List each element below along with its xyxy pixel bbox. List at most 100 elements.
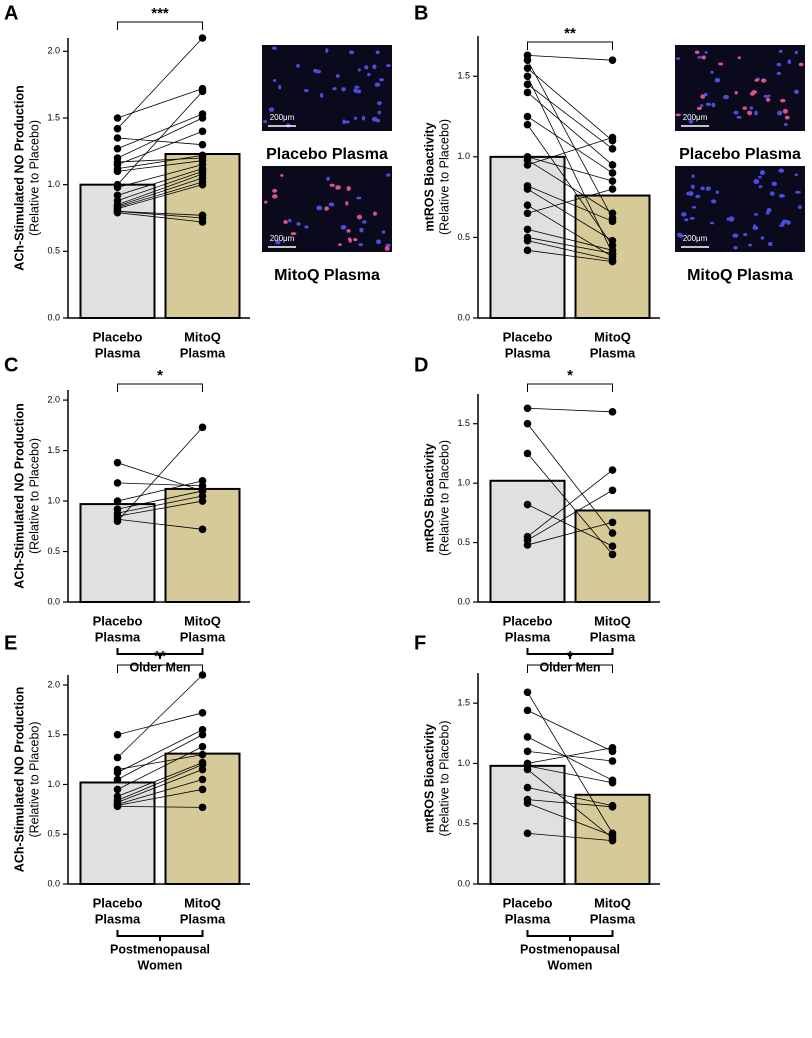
y-axis-subtitle: (Relative to Placebo): [437, 440, 451, 556]
y-tick-label: 1.5: [457, 698, 470, 708]
cell-nucleus: [723, 94, 730, 100]
point: [608, 145, 617, 153]
cell-nucleus: [278, 84, 282, 90]
cell-nucleus: [361, 115, 366, 121]
cell-nucleus: [338, 243, 342, 247]
cell-nucleus: [688, 119, 694, 124]
cell-nucleus: [313, 68, 318, 73]
cell-nucleus: [749, 91, 755, 96]
point: [198, 671, 207, 679]
cell-nucleus: [690, 184, 695, 189]
x-tick-label: Plasma: [590, 345, 636, 360]
cell-nucleus: [798, 205, 802, 210]
pair-line: [527, 692, 613, 834]
cell-nucleus: [324, 206, 329, 211]
cell-nucleus: [354, 85, 360, 89]
pair-line: [527, 521, 613, 546]
cell-nucleus: [699, 104, 704, 108]
cell-nucleus: [263, 120, 267, 124]
point: [608, 778, 617, 787]
pair-line: [117, 91, 203, 185]
cell-nucleus: [271, 194, 278, 199]
x-tick-label: Plasma: [505, 629, 551, 644]
pair-line: [527, 204, 613, 258]
group-label: Women: [138, 958, 183, 972]
pair-line: [527, 228, 613, 251]
cell-nucleus: [778, 168, 785, 173]
pair-line: [527, 769, 613, 839]
point: [198, 140, 207, 149]
point: [608, 185, 617, 193]
cell-nucleus: [784, 115, 790, 120]
point: [198, 709, 207, 717]
cell-nucleus: [763, 94, 769, 98]
cell-nucleus: [794, 190, 801, 194]
cell-nucleus: [681, 212, 687, 217]
cell-nucleus: [732, 233, 739, 238]
cell-nucleus: [726, 217, 730, 221]
cell-nucleus: [736, 115, 742, 119]
cell-nucleus: [700, 94, 706, 99]
pair-line: [527, 124, 613, 246]
cell-nucleus: [714, 77, 721, 83]
panel-label: A: [4, 2, 18, 24]
point: [113, 208, 122, 217]
cell-nucleus: [710, 199, 717, 204]
point: [198, 742, 207, 751]
y-axis-subtitle: (Relative to Placebo): [27, 120, 41, 236]
micrograph: 200μm: [675, 166, 805, 252]
point: [198, 775, 207, 784]
point: [113, 802, 122, 811]
point: [113, 124, 122, 133]
pair-line: [117, 712, 203, 736]
cell-nucleus: [691, 174, 695, 179]
cell-nucleus: [676, 57, 681, 60]
point: [608, 408, 617, 416]
cell-nucleus: [358, 243, 363, 247]
pair-line: [117, 210, 203, 216]
cell-nucleus: [377, 101, 382, 106]
cell-nucleus: [753, 179, 760, 185]
pair-line: [117, 88, 203, 119]
cell-nucleus: [381, 230, 386, 234]
y-tick-label: 0.0: [47, 596, 60, 606]
pair-line: [527, 116, 613, 174]
significance-label: *: [567, 648, 573, 665]
cell-nucleus: [283, 220, 288, 224]
x-tick-label: Plasma: [180, 911, 226, 926]
pair-line: [117, 674, 203, 758]
point: [608, 236, 617, 245]
cell-nucleus: [676, 232, 683, 238]
micrograph-background: [262, 45, 392, 131]
x-tick-label: Plasma: [505, 345, 551, 360]
x-tick-label: Plasma: [180, 345, 226, 360]
y-axis-title: ACh-Stimulated NO Production: [12, 403, 26, 588]
scale-label: 200μm: [683, 113, 708, 122]
y-axis-title: mtROS Bioactivity: [422, 724, 436, 833]
pair-line: [527, 67, 613, 142]
pair-line: [527, 156, 613, 182]
point: [198, 218, 207, 226]
cell-nucleus: [776, 71, 782, 76]
panel-label: D: [414, 354, 428, 376]
point: [608, 529, 617, 537]
pair-line: [527, 832, 613, 841]
cell-nucleus: [384, 246, 390, 251]
cell-nucleus: [718, 62, 724, 66]
point: [608, 209, 617, 218]
cell-nucleus: [696, 106, 703, 111]
cell-nucleus: [794, 89, 799, 95]
pair-line: [527, 76, 613, 254]
point: [113, 458, 122, 467]
pair-line: [527, 159, 613, 214]
cell-nucleus: [754, 78, 759, 82]
cell-nucleus: [776, 62, 782, 67]
point: [523, 120, 532, 129]
cell-nucleus: [341, 87, 346, 92]
pair-line: [117, 184, 203, 210]
pair-line: [527, 504, 613, 547]
cell-nucleus: [766, 208, 772, 213]
point: [113, 730, 122, 739]
cell-nucleus: [378, 78, 385, 82]
cell-nucleus: [377, 110, 382, 115]
